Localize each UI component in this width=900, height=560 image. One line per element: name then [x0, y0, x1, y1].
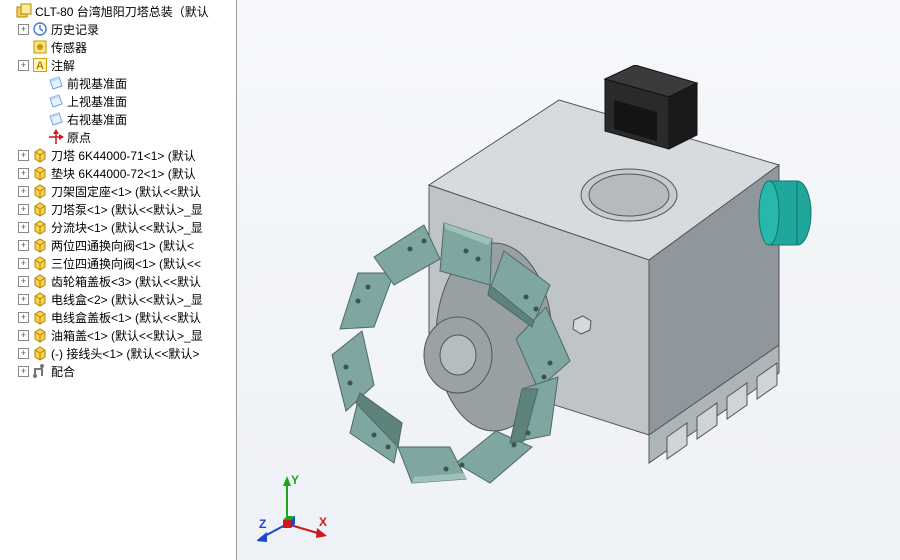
- tree-item[interactable]: + 三位四通换向阀<1> (默认<<: [2, 254, 236, 272]
- origin-icon: [48, 129, 64, 145]
- tree-item[interactable]: + 刀塔 6K44000-71<1> (默认: [2, 146, 236, 164]
- tree-item[interactable]: + 齿轮箱盖板<3> (默认<<默认: [2, 272, 236, 290]
- tree-item-label: 右视基准面: [67, 111, 127, 128]
- tree-item[interactable]: 传感器: [2, 38, 236, 56]
- svg-text:A: A: [36, 60, 44, 72]
- expand-icon[interactable]: +: [18, 168, 29, 179]
- part-icon: [32, 165, 48, 181]
- tree-item-label: 原点: [67, 129, 91, 146]
- tree-item[interactable]: 前视基准面: [2, 74, 236, 92]
- tree-item[interactable]: + 刀塔泵<1> (默认<<默认>_显: [2, 200, 236, 218]
- tree-item-label: 油箱盖<1> (默认<<默认>_显: [51, 327, 203, 344]
- app-root: CLT-80 台湾旭阳刀塔总装（默认 + 历史记录传感器 + A 注解前视基准面上视基准面…: [0, 0, 900, 560]
- tree-item-label: 电线盒盖板<1> (默认<<默认: [51, 309, 201, 326]
- expand-icon[interactable]: +: [18, 24, 29, 35]
- expand-icon[interactable]: +: [18, 366, 29, 377]
- tree-item[interactable]: + 电线盒盖板<1> (默认<<默认: [2, 308, 236, 326]
- tree-item[interactable]: + 电线盒<2> (默认<<默认>_显: [2, 290, 236, 308]
- assembly-icon: [16, 3, 32, 19]
- mates-icon: [32, 363, 48, 379]
- tree-item-label: 垫块 6K44000-72<1> (默认: [51, 165, 196, 182]
- axis-label-y: Y: [291, 473, 299, 487]
- tree-item[interactable]: 原点: [2, 128, 236, 146]
- expand-icon[interactable]: +: [18, 348, 29, 359]
- tree-item-label: 注解: [51, 57, 75, 74]
- part-icon: [32, 255, 48, 271]
- expander-blank: [34, 96, 45, 107]
- graphics-viewport[interactable]: Y X Z: [237, 0, 900, 560]
- tree-item[interactable]: CLT-80 台湾旭阳刀塔总装（默认: [2, 2, 236, 20]
- tree-item-label: 三位四通换向阀<1> (默认<<: [51, 255, 201, 272]
- tree-item[interactable]: + 历史记录: [2, 20, 236, 38]
- model-3d-render: [309, 65, 829, 495]
- tree-item-label: 传感器: [51, 39, 87, 56]
- axis-label-x: X: [319, 515, 327, 529]
- tree-item-label: 刀塔泵<1> (默认<<默认>_显: [51, 201, 203, 218]
- part-icon: [32, 345, 48, 361]
- plane-icon: [48, 93, 64, 109]
- part-icon: [32, 183, 48, 199]
- tree-item[interactable]: + 垫块 6K44000-72<1> (默认: [2, 164, 236, 182]
- part-icon: [32, 327, 48, 343]
- expand-icon[interactable]: +: [18, 312, 29, 323]
- part-icon: [32, 309, 48, 325]
- tree-item-label: 齿轮箱盖板<3> (默认<<默认: [51, 273, 201, 290]
- tree-item-label: 分流块<1> (默认<<默认>_显: [51, 219, 203, 236]
- expand-icon[interactable]: +: [18, 222, 29, 233]
- tree-item[interactable]: + 分流块<1> (默认<<默认>_显: [2, 218, 236, 236]
- tree-item-label: 历史记录: [51, 21, 99, 38]
- tree-item[interactable]: + 配合: [2, 362, 236, 380]
- tree-item-label: 刀架固定座<1> (默认<<默认: [51, 183, 201, 200]
- tree-item-label: 两位四通换向阀<1> (默认<: [51, 237, 194, 254]
- tree-item-label: 配合: [51, 363, 75, 380]
- part-icon: [32, 219, 48, 235]
- motor: [759, 181, 811, 245]
- tree-item[interactable]: + A 注解: [2, 56, 236, 74]
- tree-item[interactable]: 右视基准面: [2, 110, 236, 128]
- expander-blank: [34, 132, 45, 143]
- plane-icon: [48, 111, 64, 127]
- part-icon: [32, 237, 48, 253]
- expand-icon[interactable]: +: [18, 240, 29, 251]
- expand-icon[interactable]: +: [18, 150, 29, 161]
- tree-item-label: (-) 接线头<1> (默认<<默认>: [51, 345, 199, 362]
- expand-icon[interactable]: +: [18, 186, 29, 197]
- sensor-icon: [32, 39, 48, 55]
- tree-item[interactable]: + 刀架固定座<1> (默认<<默认: [2, 182, 236, 200]
- tree-item-label: 电线盒<2> (默认<<默认>_显: [51, 291, 203, 308]
- tree-item-label: 刀塔 6K44000-71<1> (默认: [51, 147, 196, 164]
- history-icon: [32, 21, 48, 37]
- expander-blank: [34, 78, 45, 89]
- part-icon: [32, 147, 48, 163]
- expand-icon[interactable]: +: [18, 258, 29, 269]
- tree-item-label: 前视基准面: [67, 75, 127, 92]
- feature-tree: CLT-80 台湾旭阳刀塔总装（默认 + 历史记录传感器 + A 注解前视基准面上视基准面…: [2, 2, 236, 380]
- part-icon: [32, 201, 48, 217]
- expand-icon[interactable]: +: [18, 276, 29, 287]
- axis-label-z: Z: [259, 517, 266, 531]
- tree-item[interactable]: + 两位四通换向阀<1> (默认<: [2, 236, 236, 254]
- expand-icon[interactable]: +: [18, 294, 29, 305]
- feature-tree-panel[interactable]: CLT-80 台湾旭阳刀塔总装（默认 + 历史记录传感器 + A 注解前视基准面上视基准面…: [0, 0, 237, 560]
- part-icon: [32, 273, 48, 289]
- expand-icon[interactable]: +: [18, 60, 29, 71]
- expander-blank: [2, 6, 13, 17]
- annot-icon: A: [32, 57, 48, 73]
- plane-icon: [48, 75, 64, 91]
- tree-item[interactable]: + (-) 接线头<1> (默认<<默认>: [2, 344, 236, 362]
- tree-item[interactable]: + 油箱盖<1> (默认<<默认>_显: [2, 326, 236, 344]
- tree-item-label: CLT-80 台湾旭阳刀塔总装（默认: [35, 3, 209, 20]
- expander-blank: [18, 42, 29, 53]
- expand-icon[interactable]: +: [18, 330, 29, 341]
- tree-item[interactable]: 上视基准面: [2, 92, 236, 110]
- orientation-triad[interactable]: Y X Z: [257, 472, 337, 542]
- expand-icon[interactable]: +: [18, 204, 29, 215]
- part-icon: [32, 291, 48, 307]
- tree-item-label: 上视基准面: [67, 93, 127, 110]
- expander-blank: [34, 114, 45, 125]
